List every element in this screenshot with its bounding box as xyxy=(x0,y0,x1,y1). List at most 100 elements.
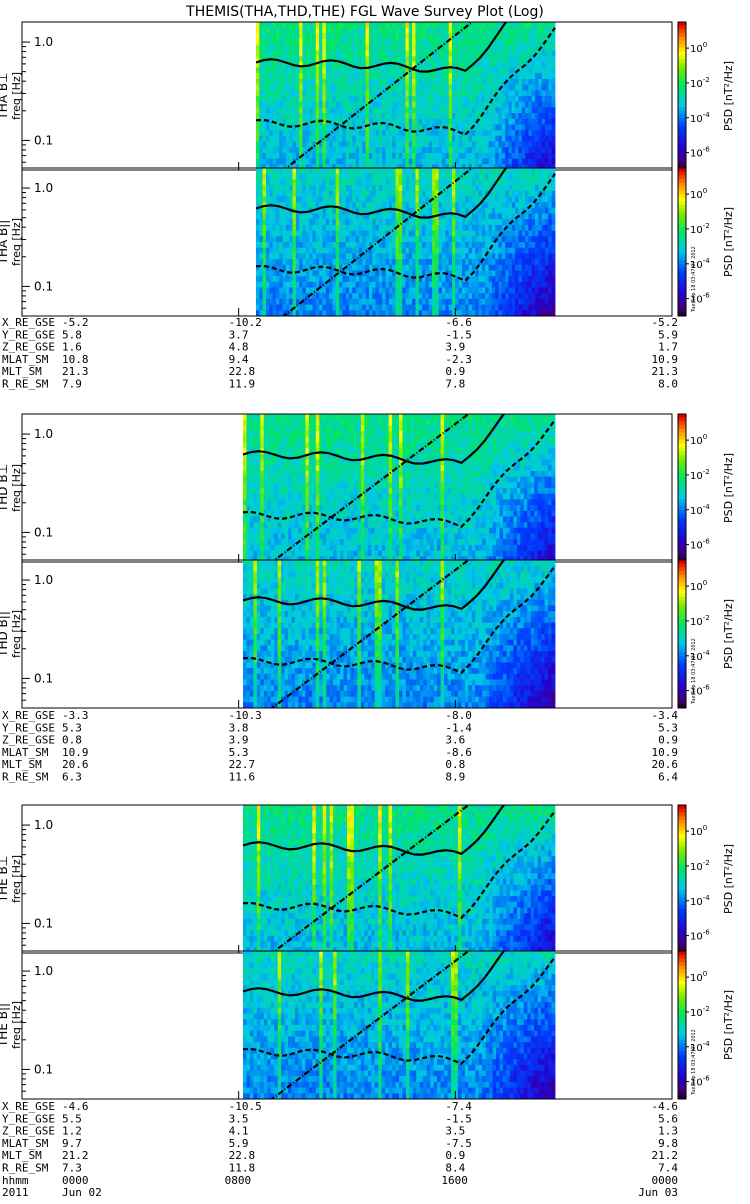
spectrogram-cell xyxy=(293,102,297,108)
spectrogram-cell xyxy=(269,242,273,248)
spectrogram-cell xyxy=(332,179,336,185)
spectrogram-cell xyxy=(263,125,267,131)
spectrogram-cell xyxy=(535,56,539,62)
spectrogram-cell xyxy=(250,522,254,528)
spectrogram-cell xyxy=(552,96,556,102)
spectrogram-cell xyxy=(432,185,436,191)
spectrogram-cell xyxy=(379,33,383,39)
spectrogram-cell xyxy=(532,168,536,174)
spectrogram-cell xyxy=(376,102,380,108)
spectrogram-cell xyxy=(289,73,293,79)
spectrogram-cell xyxy=(276,62,280,68)
spectrogram-cell xyxy=(322,208,326,214)
spectrogram-cell xyxy=(346,153,350,159)
spectrogram-cell xyxy=(329,142,333,148)
spectrogram-cell xyxy=(472,130,476,136)
spectrogram-cell xyxy=(346,56,350,62)
spectrogram-cell xyxy=(313,202,317,208)
spectrogram-cell xyxy=(346,310,350,316)
spectrogram-cell xyxy=(406,22,410,28)
spectrogram-cell xyxy=(542,85,546,91)
spectrogram-cell xyxy=(548,225,552,231)
spectrogram-cell xyxy=(356,45,360,51)
spectrogram-cell xyxy=(502,293,506,299)
spectrogram-cell xyxy=(462,305,466,311)
spectrogram-cell xyxy=(495,271,499,277)
spectrogram-cell xyxy=(548,174,552,180)
spectrogram-cell xyxy=(492,197,496,203)
spectrogram-cell xyxy=(386,174,390,180)
spectrogram-cell xyxy=(263,79,267,85)
spectrogram-cell xyxy=(429,22,433,28)
spectrogram-cell xyxy=(475,168,479,174)
spectrogram-cell xyxy=(439,305,443,311)
spectrogram-cell xyxy=(243,488,247,494)
spectrogram-cell xyxy=(369,28,373,34)
spectrogram-cell xyxy=(286,39,290,45)
spectrogram-cell xyxy=(439,96,443,102)
spectrogram-cell xyxy=(535,130,539,136)
spectrogram-cell xyxy=(499,265,503,271)
spectrogram-cell xyxy=(485,90,489,96)
spectrogram-cell xyxy=(250,425,254,431)
spectrogram-cell xyxy=(542,242,546,248)
spectrogram-cell xyxy=(402,225,406,231)
spectrogram-cell xyxy=(283,102,287,108)
spectrogram-cell xyxy=(495,159,499,165)
spectrogram-cell xyxy=(366,168,370,174)
spectrogram-cell xyxy=(359,22,363,28)
spectrogram-cell xyxy=(376,305,380,311)
spectrogram-cell xyxy=(412,185,416,191)
spectrogram-cell xyxy=(439,276,443,282)
spectrogram-cell xyxy=(548,242,552,248)
spectrogram-cell xyxy=(522,219,526,225)
spectrogram-cell xyxy=(386,107,390,113)
spectrogram-cell xyxy=(322,179,326,185)
spectrogram-cell xyxy=(499,282,503,288)
spectrogram-cell xyxy=(522,179,526,185)
spectrogram-cell xyxy=(362,51,366,57)
spectrogram-cell xyxy=(492,51,496,57)
spectrogram-cell xyxy=(528,142,532,148)
spectrogram-cell xyxy=(519,259,523,265)
spectrogram-cell xyxy=(339,219,343,225)
spectrogram-cell xyxy=(482,33,486,39)
spectrogram-cell xyxy=(253,528,257,534)
spectrogram-cell xyxy=(379,197,383,203)
spectrogram-cell xyxy=(293,45,297,51)
spectrogram-cell xyxy=(259,248,263,254)
spectrogram-cell xyxy=(306,242,310,248)
spectrogram-cell xyxy=(445,191,449,197)
spectrogram-cell xyxy=(402,107,406,113)
spectrogram-cell xyxy=(439,28,443,34)
spectrogram-cell xyxy=(372,282,376,288)
spectrogram-cell xyxy=(386,22,390,28)
spectrogram-cell xyxy=(396,51,400,57)
spectrogram-cell xyxy=(283,299,287,305)
spectrogram-cell xyxy=(532,62,536,68)
spectrogram-cell xyxy=(326,236,330,242)
spectrogram-cell xyxy=(425,231,429,237)
spectrogram-cell xyxy=(485,85,489,91)
spectrogram-cell xyxy=(479,45,483,51)
spectrogram-cell xyxy=(422,90,426,96)
spectrogram-cell xyxy=(532,293,536,299)
spectrogram-cell xyxy=(243,494,247,500)
spectrogram-cell xyxy=(250,505,254,511)
spectrogram-cell xyxy=(379,113,383,119)
spectrogram-cell xyxy=(509,113,513,119)
spectrogram-cell xyxy=(243,420,247,426)
spectrogram-cell xyxy=(332,253,336,259)
spectrogram-cell xyxy=(322,142,326,148)
colorbar-swatch xyxy=(678,159,686,163)
spectrogram-cell xyxy=(399,305,403,311)
spectrogram-cell xyxy=(389,153,393,159)
spectrogram-cell xyxy=(339,119,343,125)
colorbar-swatch xyxy=(678,92,686,96)
spectrogram-cell xyxy=(532,208,536,214)
spectrogram-cell xyxy=(366,310,370,316)
spectrogram-cell xyxy=(299,159,303,165)
spectrogram-cell xyxy=(432,159,436,165)
spectrogram-cell xyxy=(442,56,446,62)
spectrogram-cell xyxy=(342,288,346,294)
